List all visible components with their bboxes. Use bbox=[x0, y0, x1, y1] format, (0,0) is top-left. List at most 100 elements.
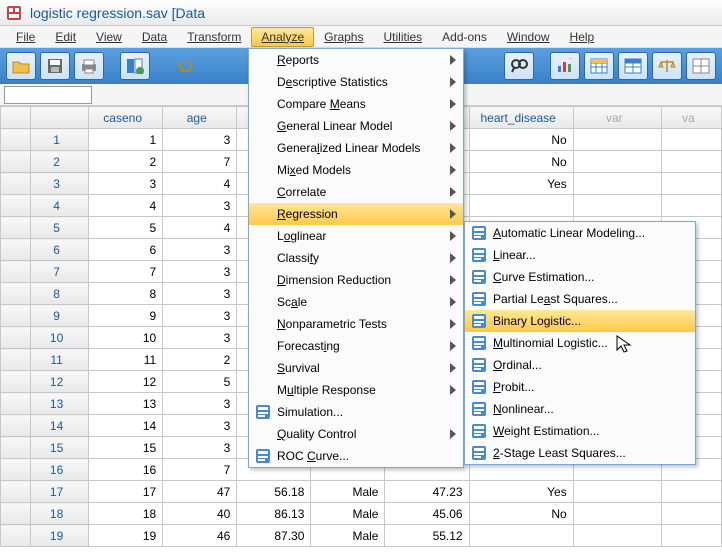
menu-item-scale[interactable]: Scale bbox=[249, 291, 463, 313]
cell-caseno[interactable]: 13 bbox=[89, 393, 163, 415]
cell-caseno[interactable]: 16 bbox=[89, 459, 163, 481]
menu-item-weight-estimation[interactable]: Weight Estimation... bbox=[465, 420, 695, 442]
menu-item-2-stage-least-squares[interactable]: 2-Stage Least Squares... bbox=[465, 442, 695, 464]
row-number[interactable]: 18 bbox=[31, 503, 89, 525]
cell-age[interactable]: 46 bbox=[163, 525, 237, 547]
cell-caseno[interactable]: 18 bbox=[89, 503, 163, 525]
cell-age[interactable]: 4 bbox=[163, 217, 237, 239]
cell-age[interactable]: 3 bbox=[163, 239, 237, 261]
cell-empty[interactable] bbox=[661, 151, 721, 173]
menu-graphs[interactable]: Graphs bbox=[314, 27, 373, 47]
cell-caseno[interactable]: 10 bbox=[89, 327, 163, 349]
col-hd[interactable]: heart_disease bbox=[469, 107, 573, 129]
cell-caseno[interactable]: 7 bbox=[89, 261, 163, 283]
menu-addons[interactable]: Add-ons bbox=[432, 27, 497, 47]
menu-window[interactable]: Window bbox=[497, 27, 560, 47]
cell-weight[interactable]: 87.30 bbox=[237, 525, 311, 547]
menu-item-survival[interactable]: Survival bbox=[249, 357, 463, 379]
cell-hd[interactable] bbox=[469, 525, 573, 547]
cell-age[interactable]: 3 bbox=[163, 195, 237, 217]
cell-empty[interactable] bbox=[573, 195, 661, 217]
menu-item-simulation[interactable]: Simulation... bbox=[249, 401, 463, 423]
menu-view[interactable]: View bbox=[86, 27, 132, 47]
cell-empty[interactable] bbox=[573, 151, 661, 173]
cell-caseno[interactable]: 2 bbox=[89, 151, 163, 173]
cell-gender[interactable]: Male bbox=[311, 525, 385, 547]
undo-button[interactable] bbox=[170, 52, 200, 80]
col-var-2[interactable]: va bbox=[661, 107, 721, 129]
cell-hd[interactable]: No bbox=[469, 129, 573, 151]
cell-age[interactable]: 4 bbox=[163, 173, 237, 195]
cell-hd[interactable]: Yes bbox=[469, 173, 573, 195]
menu-item-mixed-models[interactable]: Mixed Models bbox=[249, 159, 463, 181]
menu-item-forecasting[interactable]: Forecasting bbox=[249, 335, 463, 357]
cell-empty[interactable] bbox=[573, 503, 661, 525]
cell-empty[interactable] bbox=[661, 525, 721, 547]
cell-caseno[interactable]: 12 bbox=[89, 371, 163, 393]
menu-item-generalized-linear-models[interactable]: Generalized Linear Models bbox=[249, 137, 463, 159]
cell-age[interactable]: 7 bbox=[163, 459, 237, 481]
menu-transform[interactable]: Transform bbox=[177, 27, 251, 47]
grid2-button[interactable] bbox=[618, 52, 648, 80]
menu-data[interactable]: Data bbox=[132, 27, 177, 47]
open-button[interactable] bbox=[6, 52, 36, 80]
menu-item-quality-control[interactable]: Quality Control bbox=[249, 423, 463, 445]
menu-item-ordinal[interactable]: Ordinal... bbox=[465, 354, 695, 376]
cell-hd[interactable]: Yes bbox=[469, 481, 573, 503]
menu-help[interactable]: Help bbox=[560, 27, 605, 47]
menu-item-nonlinear[interactable]: Nonlinear... bbox=[465, 398, 695, 420]
menu-item-curve-estimation[interactable]: Curve Estimation... bbox=[465, 266, 695, 288]
menu-item-partial-least-squares[interactable]: Partial Least Squares... bbox=[465, 288, 695, 310]
menu-utilities[interactable]: Utilities bbox=[373, 27, 432, 47]
cell-empty[interactable] bbox=[661, 195, 721, 217]
cell-caseno[interactable]: 4 bbox=[89, 195, 163, 217]
menu-item-binary-logistic[interactable]: Binary Logistic... bbox=[465, 310, 695, 332]
row-number[interactable]: 4 bbox=[31, 195, 89, 217]
cell-age[interactable]: 3 bbox=[163, 393, 237, 415]
cell-caseno[interactable]: 15 bbox=[89, 437, 163, 459]
cell-age[interactable]: 3 bbox=[163, 415, 237, 437]
menu-edit[interactable]: Edit bbox=[45, 27, 86, 47]
cell-age[interactable]: 2 bbox=[163, 349, 237, 371]
menu-item-descriptive-statistics[interactable]: Descriptive Statistics bbox=[249, 71, 463, 93]
cell-caseno[interactable]: 8 bbox=[89, 283, 163, 305]
row-number[interactable]: 9 bbox=[31, 305, 89, 327]
menu-item-general-linear-model[interactable]: General Linear Model bbox=[249, 115, 463, 137]
cell-caseno[interactable]: 14 bbox=[89, 415, 163, 437]
menu-item-nonparametric-tests[interactable]: Nonparametric Tests bbox=[249, 313, 463, 335]
save-button[interactable] bbox=[40, 52, 70, 80]
cell-empty[interactable] bbox=[661, 503, 721, 525]
cell-age[interactable]: 5 bbox=[163, 371, 237, 393]
cell-empty[interactable] bbox=[573, 525, 661, 547]
cell-caseno[interactable]: 3 bbox=[89, 173, 163, 195]
menu-item-automatic-linear-modeling[interactable]: Automatic Linear Modeling... bbox=[465, 222, 695, 244]
row-number[interactable]: 11 bbox=[31, 349, 89, 371]
cell-caseno[interactable]: 5 bbox=[89, 217, 163, 239]
scales-button[interactable] bbox=[652, 52, 682, 80]
cell-empty[interactable] bbox=[573, 129, 661, 151]
menu-item-roc-curve[interactable]: ROC Curve... bbox=[249, 445, 463, 467]
cell-caseno[interactable]: 19 bbox=[89, 525, 163, 547]
recall-button[interactable] bbox=[120, 52, 150, 80]
row-number[interactable]: 10 bbox=[31, 327, 89, 349]
cell-caseno[interactable]: 9 bbox=[89, 305, 163, 327]
menu-file[interactable]: File bbox=[6, 27, 45, 47]
col-var-1[interactable]: var bbox=[573, 107, 661, 129]
row-number[interactable]: 3 bbox=[31, 173, 89, 195]
row-number[interactable]: 17 bbox=[31, 481, 89, 503]
row-number[interactable]: 1 bbox=[31, 129, 89, 151]
cell-vo2[interactable]: 47.23 bbox=[385, 481, 469, 503]
cell-empty[interactable] bbox=[573, 481, 661, 503]
menu-item-correlate[interactable]: Correlate bbox=[249, 181, 463, 203]
row-number[interactable]: 7 bbox=[31, 261, 89, 283]
cell-age[interactable]: 3 bbox=[163, 305, 237, 327]
row-number[interactable]: 6 bbox=[31, 239, 89, 261]
menu-item-dimension-reduction[interactable]: Dimension Reduction bbox=[249, 269, 463, 291]
chart-button[interactable]: * bbox=[550, 52, 580, 80]
cell-gender[interactable]: Male bbox=[311, 481, 385, 503]
cell-hd[interactable] bbox=[469, 195, 573, 217]
cell-age[interactable]: 40 bbox=[163, 503, 237, 525]
cell-caseno[interactable]: 6 bbox=[89, 239, 163, 261]
cell-weight[interactable]: 56.18 bbox=[237, 481, 311, 503]
menu-item-reports[interactable]: Reports bbox=[249, 49, 463, 71]
